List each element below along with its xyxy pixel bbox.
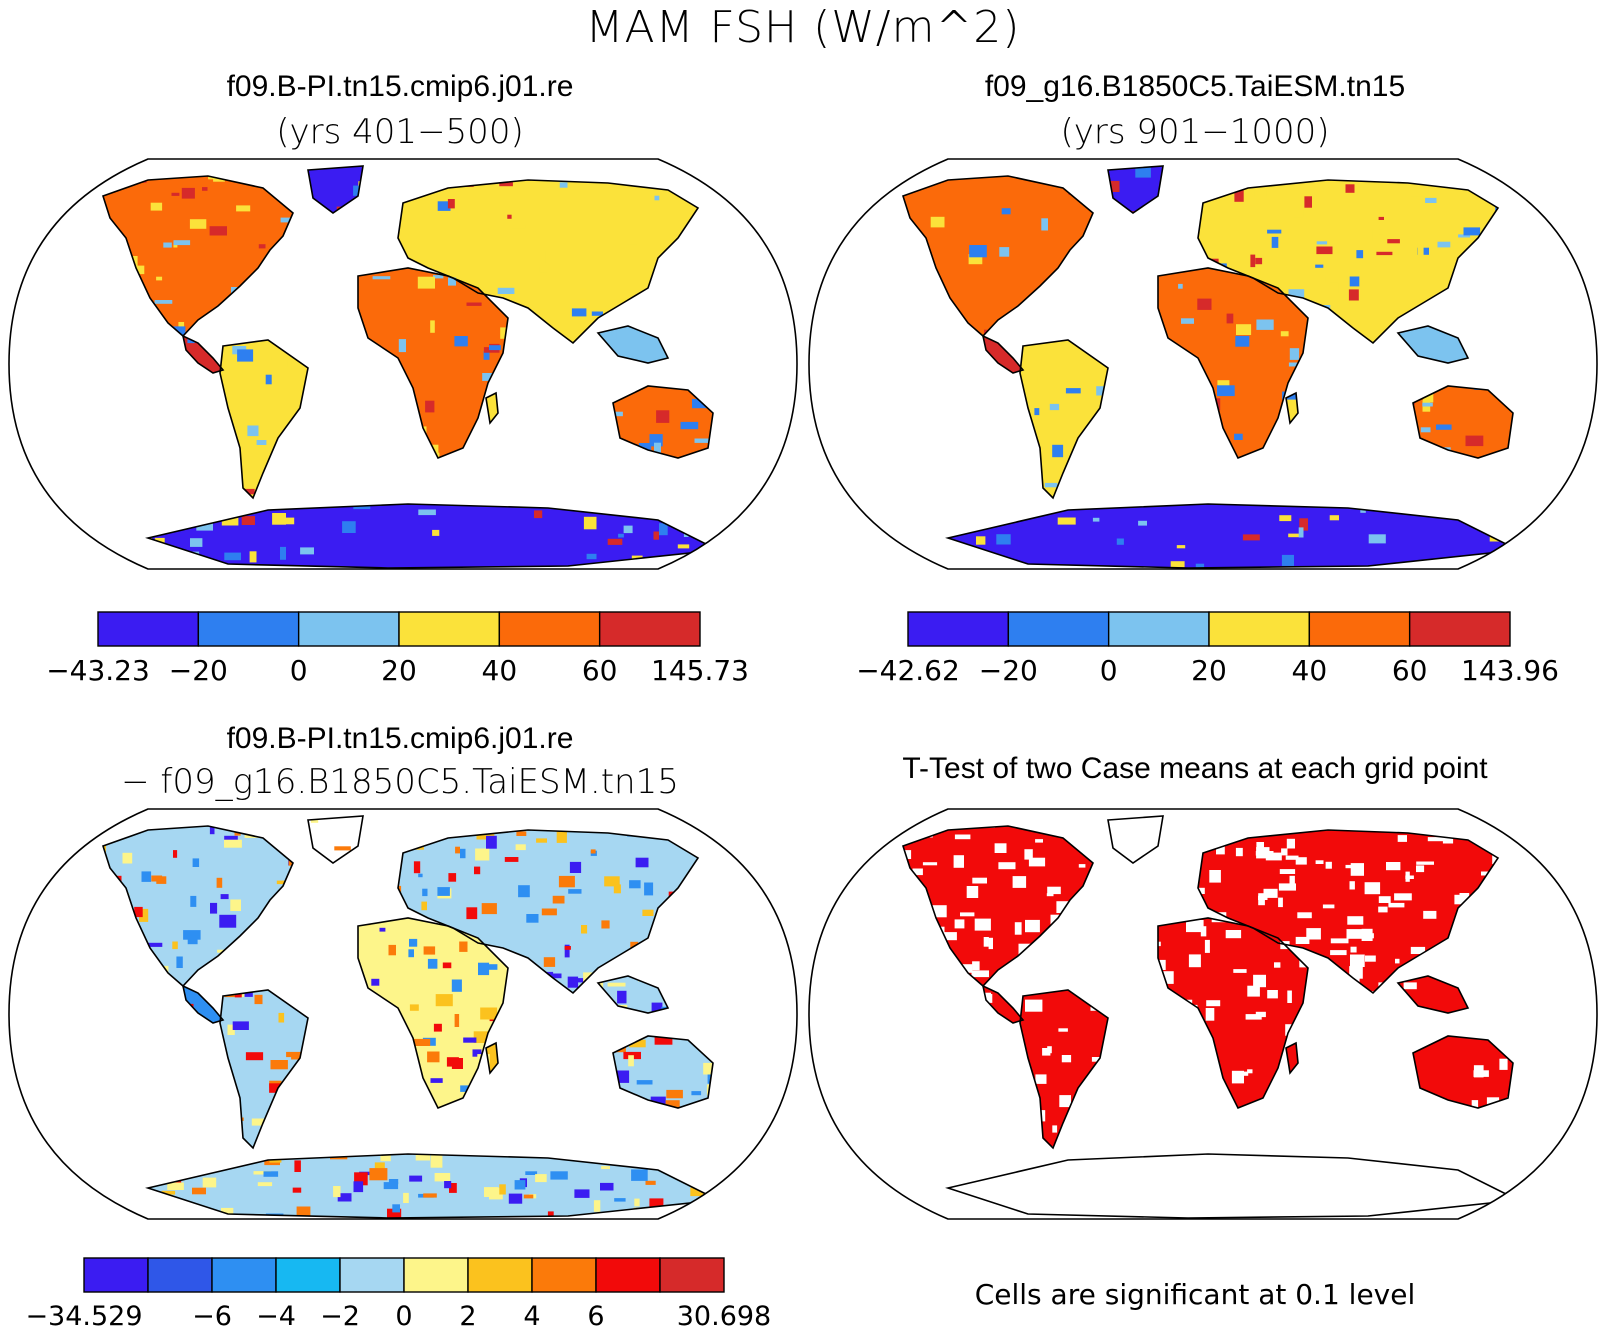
africa-region [358, 268, 508, 458]
colorbar-tick-label: −42.62 [856, 654, 960, 687]
colorbar-swatch [907, 611, 1010, 647]
colorbar-tick-label: 4 [523, 1301, 540, 1327]
colorbar-swatch [83, 1257, 149, 1293]
map-frame [808, 158, 1598, 570]
colorbar-tick-label: 40 [1292, 654, 1328, 687]
colorbar-tick-label: −2 [320, 1301, 360, 1327]
colorbar-tick-label: −34.529 [25, 1301, 142, 1327]
colorbar-tick-label: 2 [459, 1301, 476, 1327]
greenland-region [308, 816, 363, 863]
colorbar-swatch [595, 1257, 661, 1293]
south-america-region [1020, 990, 1108, 1148]
colorbar-tick-label: 0 [1100, 654, 1118, 687]
panel3-colorbar: −34.529 −6 −4 −2 0 2 4 6 30.698 [25, 1257, 771, 1327]
south-america-region [220, 340, 308, 498]
south-america-region [1020, 340, 1108, 498]
panel2-subtitle: (yrs 901−1000) [1060, 112, 1330, 152]
colorbar-tick-label: 20 [1191, 654, 1227, 687]
central-america-region [983, 336, 1023, 373]
north-america-region [103, 176, 293, 336]
colorbar-tick-label: 20 [381, 654, 417, 687]
colorbar-swatch [1308, 611, 1411, 647]
north-america-region [903, 176, 1093, 336]
colorbar-swatch [598, 611, 701, 647]
colorbar-swatch [197, 611, 300, 647]
figure-title: MAM FSH (W/m^2) [585, 2, 1021, 53]
panel2-title: f09_g16.B1850C5.TaiESM.tn15 [984, 70, 1406, 103]
panel1-subtitle: (yrs 401−500) [276, 112, 524, 152]
panel1-colorbar: −43.23 −20 0 20 40 60 145.73 [46, 611, 749, 687]
map-frame [8, 808, 798, 1220]
colorbar-tick-label: 0 [290, 654, 308, 687]
south-america-region [220, 990, 308, 1148]
antarctica-region [948, 504, 1518, 568]
colorbar-tick-label: 60 [1392, 654, 1428, 687]
panel3-title: f09.B-PI.tn15.cmip6.j01.re [226, 722, 574, 755]
panel4-map [808, 808, 1598, 1220]
colorbar-swatch [1107, 611, 1210, 647]
colorbar-tick-label: −6 [192, 1301, 232, 1327]
colorbar-swatch [1408, 611, 1511, 647]
panel2-colorbar: −42.62 −20 0 20 40 60 143.96 [856, 611, 1559, 687]
africa-region [1158, 268, 1308, 458]
colorbar-swatch [1208, 611, 1311, 647]
colorbar-tick-label: 6 [587, 1301, 604, 1327]
colorbar-tick-label: 145.73 [651, 654, 749, 687]
colorbar-tick-label: 40 [482, 654, 518, 687]
panel2-map [808, 158, 1598, 570]
panel1-map [8, 158, 798, 570]
africa-region [358, 918, 508, 1108]
panel3-map [8, 808, 798, 1220]
antarctica-region [148, 1154, 718, 1218]
colorbar-tick-label: −20 [169, 654, 228, 687]
colorbar-swatch [275, 1257, 341, 1293]
colorbar-swatch [531, 1257, 597, 1293]
colorbar-tick-label: 30.698 [677, 1301, 771, 1327]
australia-region [1413, 1036, 1513, 1108]
colorbar-tick-label: −43.23 [46, 654, 150, 687]
colorbar-tick-label: 0 [395, 1301, 412, 1327]
colorbar-tick-label: −4 [256, 1301, 296, 1327]
colorbar-swatch [147, 1257, 213, 1293]
colorbar-swatch [297, 611, 400, 647]
colorbar-tick-label: 60 [582, 654, 618, 687]
colorbar-swatch [211, 1257, 277, 1293]
colorbar-swatch [467, 1257, 533, 1293]
map-frame [808, 808, 1598, 1220]
central-america-region [983, 986, 1023, 1023]
map-frame [8, 158, 798, 570]
antarctica-region [948, 1154, 1518, 1218]
colorbar-swatch [339, 1257, 405, 1293]
colorbar-swatch [97, 611, 200, 647]
australia-region [1413, 386, 1513, 458]
colorbar-swatch [1007, 611, 1110, 647]
colorbar-tick-label: −20 [979, 654, 1038, 687]
colorbar-tick-label: 143.96 [1461, 654, 1559, 687]
colorbar-swatch [498, 611, 601, 647]
colorbar-swatch [398, 611, 501, 647]
panel3-subtitle: − f09_g16.B1850C5.TaiESM.tn15 [121, 762, 679, 802]
panel1-title: f09.B-PI.tn15.cmip6.j01.re [226, 70, 574, 103]
colorbar-swatch [659, 1257, 725, 1293]
panel4-footnote: Cells are significant at 0.1 level [974, 1278, 1416, 1311]
colorbar-swatch [403, 1257, 469, 1293]
north-america-region [903, 826, 1093, 986]
central-america-region [183, 336, 223, 373]
panel4-title: T-Test of two Case means at each grid po… [902, 752, 1488, 785]
